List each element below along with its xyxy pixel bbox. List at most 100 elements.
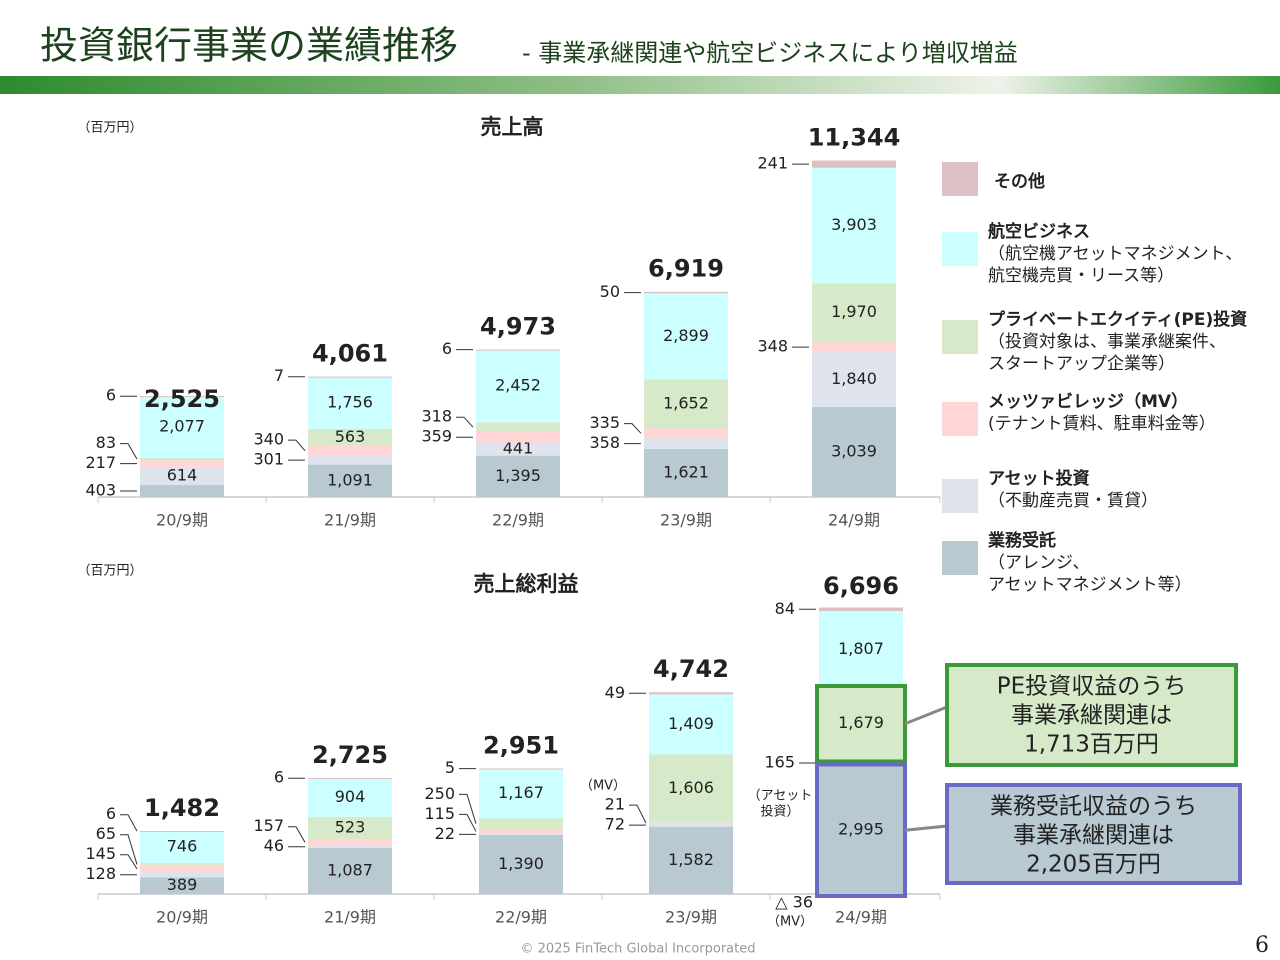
bar-segment (812, 341, 896, 353)
legend-label: メッツァビレッジ（MV） (988, 391, 1188, 412)
legend-swatch (942, 162, 978, 196)
bar-segment (819, 766, 903, 894)
data-label: 614 (167, 465, 198, 484)
data-label: 1,091 (327, 470, 373, 489)
data-label: 157 (253, 816, 284, 835)
data-label: 340 (253, 430, 284, 449)
bar-segment (479, 833, 563, 835)
data-label: 1,606 (668, 778, 714, 797)
data-label: 1,167 (498, 783, 544, 802)
data-label: 318 (421, 407, 452, 426)
data-label: 348 (757, 337, 788, 356)
data-label: 50 (600, 282, 620, 301)
legend-note: （不動産売買・賃貸） (988, 491, 1158, 511)
bar-segment (308, 464, 392, 497)
chart-title: 売上総利益 (474, 572, 579, 596)
bar-segment (644, 438, 728, 449)
bar-segment (308, 376, 392, 378)
data-label: 1,390 (498, 854, 544, 873)
total-label: 6,696 (823, 572, 899, 600)
bar-segment (649, 692, 733, 695)
data-label: 904 (335, 787, 366, 806)
data-label: 359 (421, 427, 452, 446)
unit-label: （百万円） (77, 121, 142, 136)
x-tick-label: 23/9期 (660, 511, 712, 530)
bar-segment (812, 352, 896, 407)
bar-segment (812, 406, 896, 497)
x-tick-label: 24/9期 (828, 511, 880, 530)
legend-note: （投資対象は、事業承継案件、 (988, 332, 1226, 352)
total-label: 2,525 (144, 385, 220, 413)
callout-connector (904, 824, 948, 832)
legend-swatch (942, 479, 978, 513)
bar-segment (476, 349, 560, 351)
leader-line (120, 854, 138, 870)
bar-segment (476, 431, 560, 443)
bar-segment (644, 428, 728, 439)
bar-segment (308, 428, 392, 446)
leader-line (120, 834, 138, 865)
data-label: 1,840 (831, 369, 877, 388)
data-label: 1,409 (668, 714, 714, 733)
bar-segment (140, 396, 224, 458)
bar-segment (308, 376, 392, 429)
bar-segment (140, 865, 224, 872)
bar-segment (308, 816, 392, 840)
leader-line (459, 813, 477, 832)
unit-label: （百万円） (77, 564, 142, 579)
annotation: （MV） (580, 779, 626, 794)
total-label: 4,973 (480, 312, 556, 340)
bar-segment (140, 877, 224, 894)
data-label: 2,899 (663, 326, 709, 345)
leader-line (629, 804, 647, 824)
x-tick-label: 20/9期 (156, 908, 208, 927)
bar-segment (649, 823, 733, 827)
bar-segment (479, 834, 563, 894)
data-label: 2,995 (838, 820, 884, 839)
data-label: 128 (85, 864, 116, 883)
total-label: 2,725 (312, 741, 388, 769)
bar-segment (812, 167, 896, 284)
data-label: 1,652 (663, 393, 709, 412)
data-label: 6 (106, 386, 116, 405)
bar-segment (649, 822, 733, 824)
bar-segment (140, 871, 224, 878)
data-label: 165 (764, 752, 795, 771)
bar-segment (308, 445, 392, 456)
bar-segment (644, 379, 728, 429)
annotation: （MV） (767, 915, 813, 930)
x-tick-label: 24/9期 (835, 908, 887, 927)
data-label: 358 (589, 433, 620, 452)
bar-segment (819, 687, 903, 760)
bar-segment (649, 694, 733, 755)
bar-segment (476, 455, 560, 497)
data-label: 6 (274, 768, 284, 787)
data-label: 6 (442, 339, 452, 358)
legend-swatch (942, 320, 978, 354)
bar-segment (140, 466, 224, 486)
leader-line (288, 439, 306, 451)
bar-segment (308, 847, 392, 894)
bar-segment (812, 283, 896, 342)
data-label: 49 (605, 683, 625, 702)
bar-segment (308, 778, 392, 780)
bar-segment (308, 845, 392, 848)
data-label: 1,970 (831, 302, 877, 321)
bar-segment (476, 442, 560, 456)
callout-text: 1,713百万円 (1024, 732, 1159, 758)
bar-segment (649, 754, 733, 823)
bar-segment (819, 607, 903, 612)
callout-connector (904, 705, 948, 726)
data-label: 7 (274, 366, 284, 385)
legend-note: アセットマネジメント等） (988, 575, 1192, 595)
bar-segment (140, 457, 224, 461)
data-label: 1,679 (838, 713, 884, 732)
leader-line (120, 814, 138, 832)
bar-segment (479, 768, 563, 770)
data-label: 5 (445, 758, 455, 777)
leader-line (288, 826, 306, 843)
callout-box (945, 783, 1242, 885)
x-tick-label: 21/9期 (324, 511, 376, 530)
bar-segment (308, 778, 392, 817)
